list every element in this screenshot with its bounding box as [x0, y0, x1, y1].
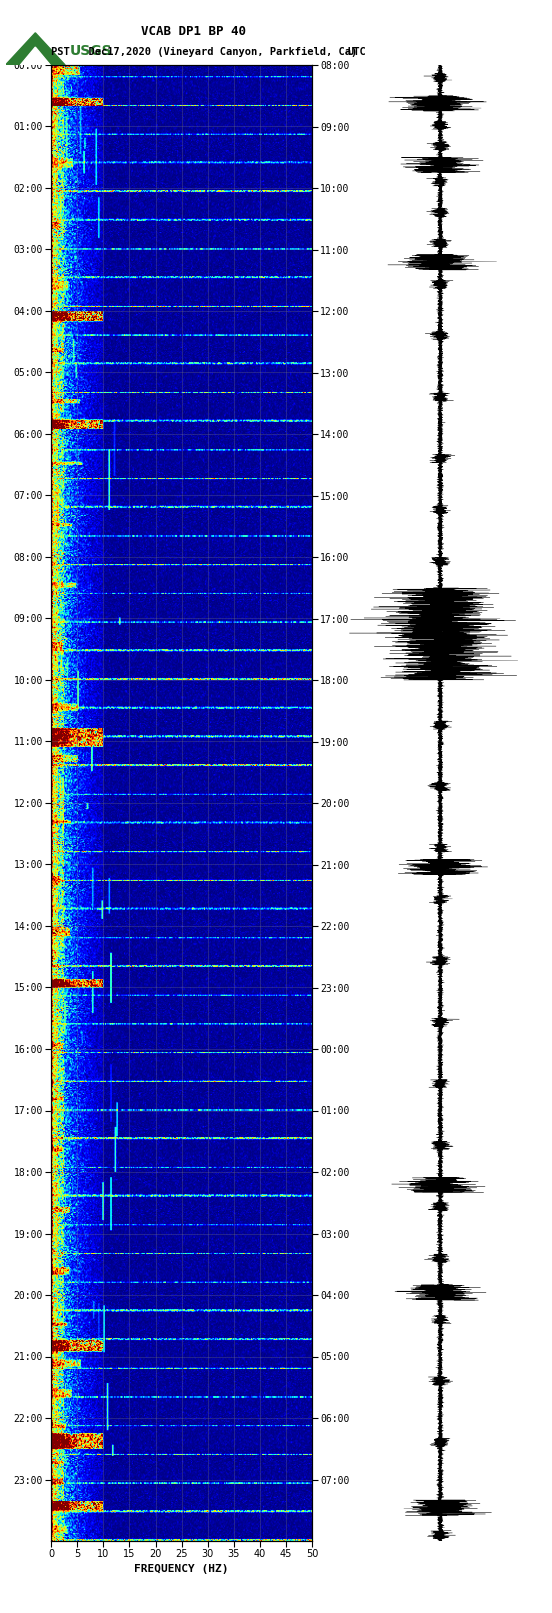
Text: VCAB DP1 BP 40: VCAB DP1 BP 40 [141, 24, 246, 37]
Text: PST   Dec17,2020 (Vineyard Canyon, Parkfield, Ca): PST Dec17,2020 (Vineyard Canyon, Parkfie… [51, 47, 358, 56]
Polygon shape [6, 32, 65, 65]
Text: USGS: USGS [70, 44, 113, 58]
Polygon shape [20, 47, 50, 65]
Text: UTC: UTC [348, 47, 367, 56]
X-axis label: FREQUENCY (HZ): FREQUENCY (HZ) [134, 1563, 229, 1574]
